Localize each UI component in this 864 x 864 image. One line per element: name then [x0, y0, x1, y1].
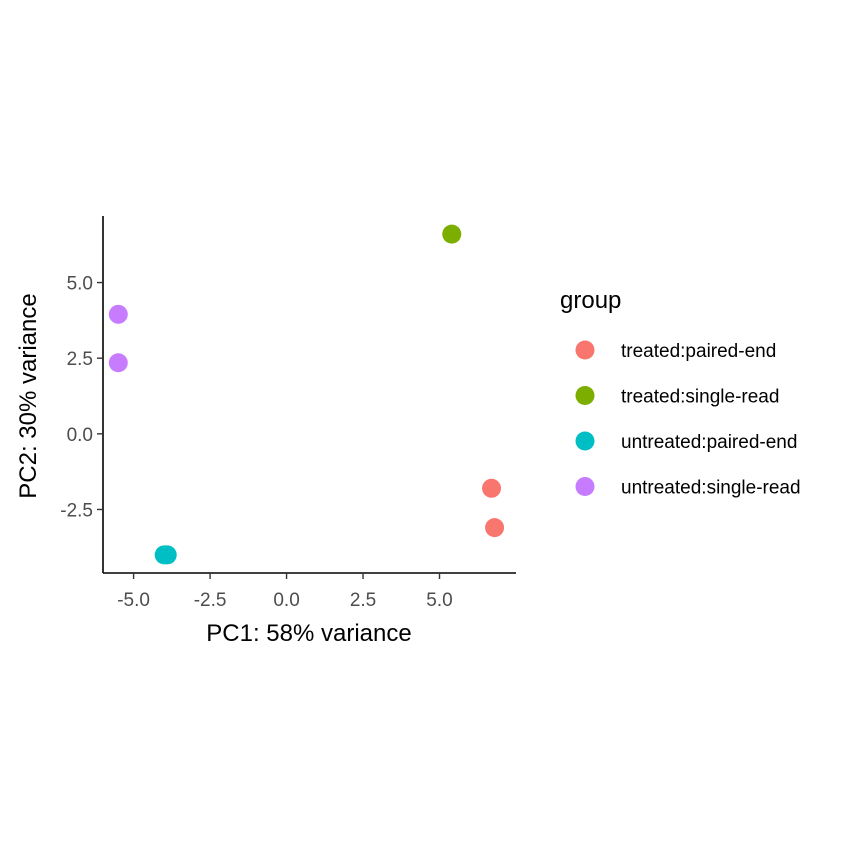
x-tick-label: -2.5: [194, 590, 227, 611]
data-point: [442, 224, 462, 244]
y-tick-label: -2.5: [60, 500, 93, 521]
y-tick-label: 2.5: [67, 349, 93, 370]
legend: group treated:paired-end treated:single-r…: [560, 287, 801, 499]
y-axis-title: PC2: 30% variance: [15, 293, 42, 498]
y-tick-label: 5.0: [67, 274, 93, 295]
data-point: [108, 304, 128, 324]
legend-label: treated:single-read: [621, 387, 779, 408]
legend-items: treated:paired-end treated:single-read unt…: [575, 340, 801, 499]
x-tick-label: 0.0: [273, 590, 299, 611]
points-layer: [108, 224, 505, 565]
data-point: [485, 518, 505, 538]
y-tick-label: 0.0: [67, 425, 93, 446]
legend-label: treated:paired-end: [621, 341, 776, 362]
legend-key: [575, 477, 595, 496]
legend-label: untreated:paired-end: [621, 432, 797, 453]
legend-key: [575, 431, 595, 451]
x-tick-label: 2.5: [350, 590, 376, 611]
data-point: [157, 545, 177, 565]
legend-key: [575, 340, 595, 360]
legend-key: [575, 386, 595, 405]
legend-title: group: [560, 287, 621, 314]
x-ticks: -5.0 -2.5 0.0 2.5 5.0: [117, 573, 453, 611]
legend-label: untreated:single-read: [621, 478, 801, 499]
data-point: [482, 478, 502, 498]
y-ticks: -2.5 0.0 2.5 5.0: [60, 274, 103, 521]
x-axis-title: PC1: 58% variance: [206, 620, 411, 647]
x-tick-label: 5.0: [426, 590, 452, 611]
x-tick-label: -5.0: [117, 590, 150, 611]
data-point: [108, 353, 128, 373]
